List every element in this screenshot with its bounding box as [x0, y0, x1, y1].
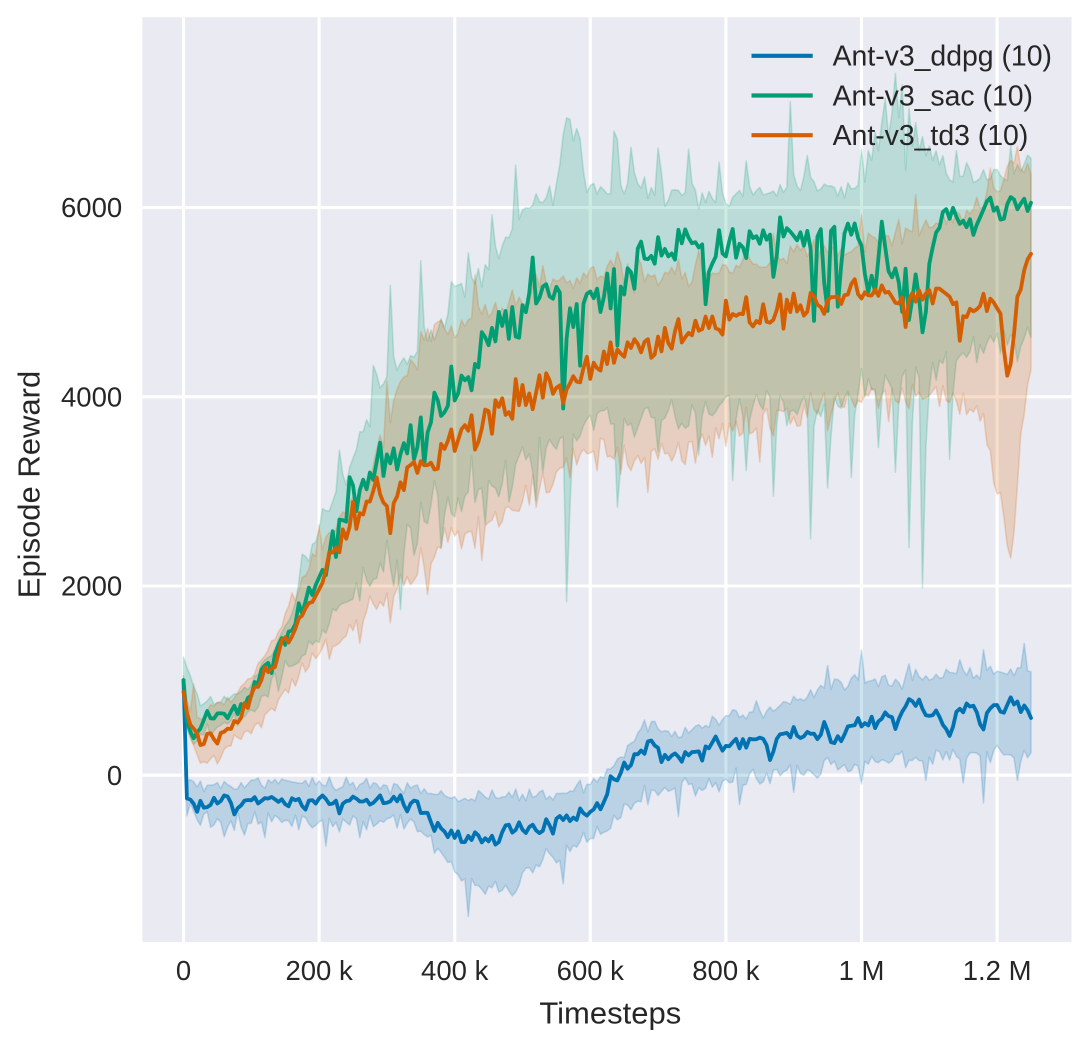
- svg-text:200 k: 200 k: [285, 955, 353, 986]
- svg-text:1.2 M: 1.2 M: [963, 955, 1032, 986]
- svg-text:Ant-v3_sac (10): Ant-v3_sac (10): [833, 80, 1033, 112]
- svg-text:4000: 4000: [61, 381, 122, 412]
- svg-text:800 k: 800 k: [692, 955, 760, 986]
- svg-text:0: 0: [176, 955, 191, 986]
- svg-text:Ant-v3_ddpg (10): Ant-v3_ddpg (10): [833, 41, 1052, 73]
- svg-text:400 k: 400 k: [421, 955, 489, 986]
- svg-text:Timesteps: Timesteps: [539, 995, 681, 1030]
- svg-text:1 M: 1 M: [839, 955, 885, 986]
- svg-text:Ant-v3_td3 (10): Ant-v3_td3 (10): [833, 120, 1029, 152]
- svg-text:0: 0: [107, 760, 122, 791]
- svg-text:600 k: 600 k: [557, 955, 625, 986]
- svg-text:Episode Reward: Episode Reward: [12, 371, 47, 598]
- svg-text:6000: 6000: [61, 192, 122, 223]
- svg-text:2000: 2000: [61, 571, 122, 602]
